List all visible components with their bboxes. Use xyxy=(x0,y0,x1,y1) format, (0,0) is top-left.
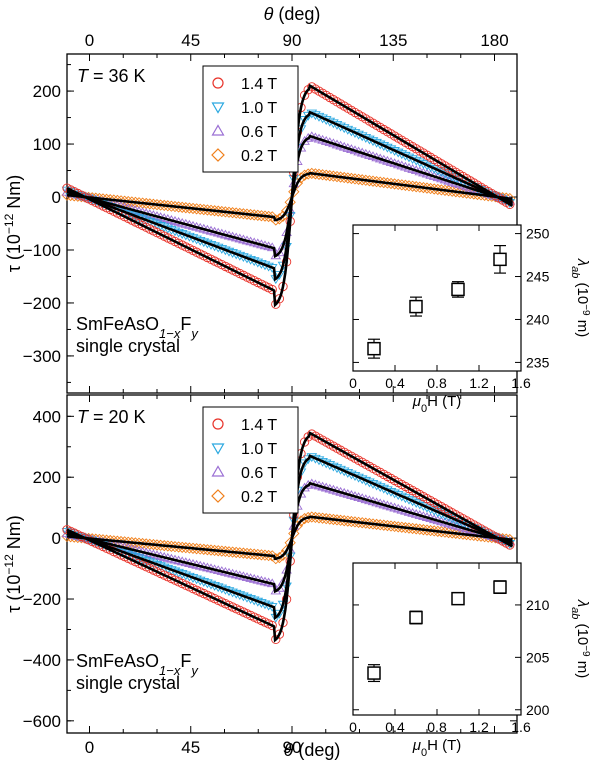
label-part: ab xyxy=(569,607,581,619)
label-part: −12 xyxy=(2,554,16,575)
inset-data-point xyxy=(494,581,506,593)
inset-y-tick-label: 200 xyxy=(526,702,550,718)
label-part: m) xyxy=(574,657,591,679)
top-x-tick-label: 135 xyxy=(379,31,407,50)
top-x-axis-label: θ (deg) xyxy=(264,4,321,24)
inset-x-tick-label: 1.2 xyxy=(469,375,489,391)
inset-x-axis-label: μ0H (T) xyxy=(412,737,462,759)
label-part: = 20 K xyxy=(88,407,146,427)
inset-data-point xyxy=(368,343,380,355)
label-part: SmFeAsO xyxy=(76,314,159,334)
inset-y-axis-label: λab (10−9 m) xyxy=(569,599,592,679)
label-part: (deg) xyxy=(298,740,340,760)
label-part: H (T) xyxy=(427,737,461,754)
label-part: (deg) xyxy=(278,4,320,24)
inset-top: 0 0.4 0.8 1.2 1.6 235 240 245 250 μ0H (T) λab (10−… xyxy=(349,225,591,415)
temperature-label: T = 36 K xyxy=(77,66,146,86)
legend-label: 1.4 T xyxy=(241,76,277,93)
inset-data-point xyxy=(494,253,506,265)
legend-label: 0.6 T xyxy=(241,465,277,482)
inset-x-tick-label: 0.8 xyxy=(427,719,447,735)
legend-label: 0.2 T xyxy=(241,148,277,165)
panel-bottom: 4002000−200−400−6000 45 90θ (deg)τ (10−12 … xyxy=(2,395,592,760)
label-part: SmFeAsO xyxy=(76,651,159,671)
inset-x-axis-label: μ0H (T) xyxy=(412,393,462,415)
inset-data-point xyxy=(410,301,422,313)
label-part: −12 xyxy=(2,213,16,234)
inset-x-tick-label: 1.2 xyxy=(469,719,489,735)
inset-x-tick-label: 0.8 xyxy=(427,375,447,391)
inset-data-point xyxy=(368,667,380,679)
inset-y-tick-label: 245 xyxy=(526,269,550,285)
x-tick-label: 0 xyxy=(85,738,94,757)
y-tick-label: −200 xyxy=(23,294,61,313)
legend-label: 0.6 T xyxy=(241,124,277,141)
label-part: F xyxy=(180,651,191,671)
inset-data-point xyxy=(452,593,464,605)
inset-y-tick-label: 250 xyxy=(526,226,550,242)
label-part: (10 xyxy=(574,619,591,645)
temperature-label: T = 20 K xyxy=(77,407,146,427)
label-part: τ (10 xyxy=(4,575,24,613)
label-part: (10 xyxy=(574,278,591,304)
legend-label: 1.0 T xyxy=(241,100,277,117)
y-tick-label: 0 xyxy=(52,529,61,548)
label-part: m) xyxy=(574,316,591,338)
y-axis-label: τ (10−12 Nm) xyxy=(2,175,24,273)
y-tick-label: 200 xyxy=(33,468,61,487)
y-tick-label: −300 xyxy=(23,347,61,366)
label-part: −9 xyxy=(581,645,592,657)
y-tick-label: −400 xyxy=(23,651,61,670)
inset-x-tick-label: 0 xyxy=(349,719,357,735)
y-tick-label: 0 xyxy=(52,188,61,207)
label-part: = 36 K xyxy=(88,66,146,86)
x-tick-label: 45 xyxy=(181,738,200,757)
y-tick-label: −600 xyxy=(23,712,61,731)
legend-label: 1.4 T xyxy=(241,417,277,434)
label-part: −9 xyxy=(581,304,592,316)
label-part: λ xyxy=(574,258,591,266)
inset-x-tick-label: 0 xyxy=(349,375,357,391)
label-part: τ (10 xyxy=(4,234,24,272)
label-part: Nm) xyxy=(4,175,24,214)
inset-x-tick-label: 0.4 xyxy=(385,375,405,391)
y-tick-label: −100 xyxy=(23,241,61,260)
panel-top: 200 100 0 −100 −200 −300 0 45 90 135 180 θ (deg) τ (… xyxy=(2,4,592,415)
inset-x-tick-label: 0.4 xyxy=(385,719,405,735)
legend-label: 0.2 T xyxy=(241,489,277,506)
label-part: Nm) xyxy=(4,515,24,554)
inset-y-tick-label: 235 xyxy=(526,354,550,370)
y-axis-label: τ (10−12 Nm) xyxy=(2,515,24,613)
label-part: y xyxy=(190,326,199,341)
top-x-tick-label: 180 xyxy=(480,31,508,50)
label-part: θ xyxy=(284,740,294,760)
y-tick-label: 400 xyxy=(33,407,61,426)
label-part: θ xyxy=(264,4,274,24)
sample-description: single crystal xyxy=(76,336,180,356)
inset-y-tick-label: 210 xyxy=(526,597,550,613)
inset-y-axis-label: λab (10−9 m) xyxy=(569,258,592,338)
label-part: ab xyxy=(569,266,581,278)
top-x-tick-label: 90 xyxy=(283,31,302,50)
y-tick-label: 200 xyxy=(33,82,61,101)
legend-label: 1.0 T xyxy=(241,441,277,458)
inset-y-tick-label: 205 xyxy=(526,649,550,665)
sample-description: single crystal xyxy=(76,673,180,693)
label-part: λ xyxy=(574,599,591,607)
label-part: y xyxy=(190,663,199,678)
inset-x-tick-label: 1.6 xyxy=(511,375,531,391)
label-part: F xyxy=(180,314,191,334)
top-x-tick-label: 0 xyxy=(85,31,94,50)
inset-x-tick-label: 1.6 xyxy=(511,719,531,735)
y-tick-label: −200 xyxy=(23,590,61,609)
x-axis-label: θ (deg) xyxy=(284,740,341,760)
inset-data-point xyxy=(452,283,464,295)
label-part: μ xyxy=(412,737,421,754)
y-tick-label: 100 xyxy=(33,135,61,154)
inset-data-point xyxy=(410,612,422,624)
inset-y-tick-label: 240 xyxy=(526,311,550,327)
top-x-tick-label: 45 xyxy=(181,31,200,50)
